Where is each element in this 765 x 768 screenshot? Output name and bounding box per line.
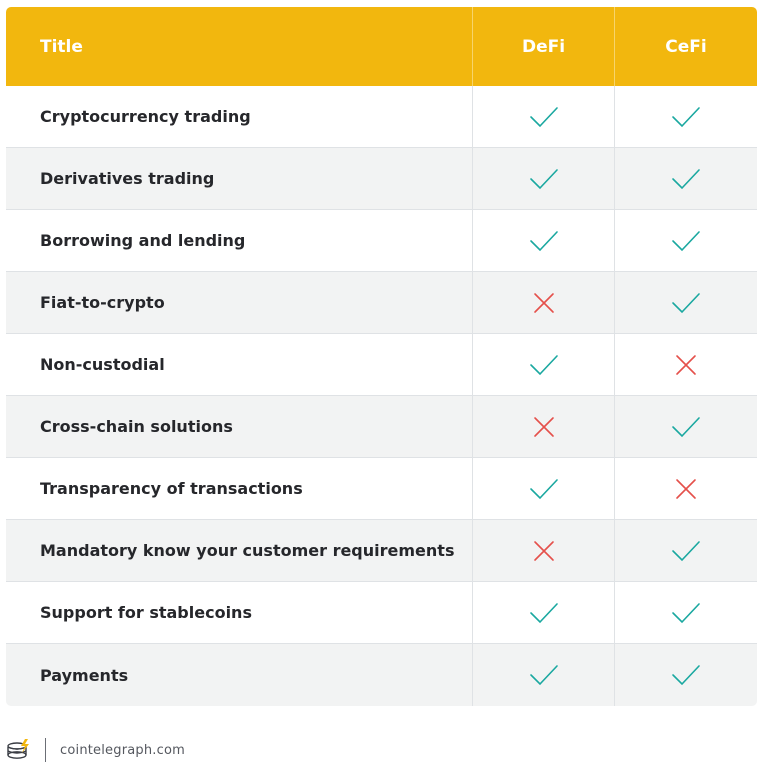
cefi-cell [614,644,757,706]
cross-icon [529,291,559,315]
check-icon [529,167,559,191]
row-label: Cross-chain solutions [40,417,233,436]
cointelegraph-logo-icon [6,737,32,763]
table-row: Transparency of transactions [6,458,757,520]
row-label: Fiat-to-crypto [40,293,165,312]
cefi-cell [614,396,757,457]
cefi-cell [614,148,757,209]
row-label: Transparency of transactions [40,479,303,498]
cefi-cell [614,272,757,333]
table-header: Title DeFi CeFi [6,7,757,86]
cross-icon [529,539,559,563]
table-row: Support for stablecoins [6,582,757,644]
check-icon [529,229,559,253]
table-row: Non-custodial [6,334,757,396]
check-icon [671,415,701,439]
defi-cell [472,582,614,643]
check-icon [671,601,701,625]
defi-cell [472,272,614,333]
table-row: Payments [6,644,757,706]
check-icon [529,477,559,501]
cefi-cell [614,458,757,519]
cefi-cell [614,582,757,643]
check-icon [529,353,559,377]
defi-cell [472,210,614,271]
table-row: Fiat-to-crypto [6,272,757,334]
check-icon [671,539,701,563]
check-icon [529,663,559,687]
check-icon [671,105,701,129]
footer: cointelegraph.com [6,737,185,763]
table-row: Cryptocurrency trading [6,86,757,148]
header-cefi: CeFi [614,7,757,86]
defi-cell [472,86,614,147]
check-icon [671,167,701,191]
check-icon [529,601,559,625]
row-label: Borrowing and lending [40,231,246,250]
row-label: Derivatives trading [40,169,215,188]
table-row: Mandatory know your customer requirement… [6,520,757,582]
comparison-table: Title DeFi CeFi Cryptocurrency trading De… [6,7,757,706]
table-row: Borrowing and lending [6,210,757,272]
cefi-cell [614,210,757,271]
cefi-cell [614,520,757,581]
header-title: Title [40,36,83,57]
defi-cell [472,520,614,581]
cross-icon [529,415,559,439]
check-icon [671,291,701,315]
table-row: Derivatives trading [6,148,757,210]
table-row: Cross-chain solutions [6,396,757,458]
defi-cell [472,458,614,519]
footer-divider [45,738,46,762]
cross-icon [671,477,701,501]
row-label: Payments [40,665,129,685]
check-icon [529,105,559,129]
defi-cell [472,148,614,209]
defi-cell [472,396,614,457]
defi-cell [472,334,614,395]
cefi-cell [614,334,757,395]
site-url: cointelegraph.com [60,742,186,758]
table-body: Cryptocurrency trading Derivatives tradin… [6,86,757,706]
cefi-cell [614,86,757,147]
row-label: Cryptocurrency trading [40,107,251,126]
cross-icon [671,353,701,377]
row-label: Mandatory know your customer requirement… [40,541,455,560]
row-label: Support for stablecoins [40,603,252,622]
row-label: Non-custodial [40,355,165,374]
check-icon [671,663,701,687]
check-icon [671,229,701,253]
header-defi: DeFi [472,7,614,86]
defi-cell [472,644,614,706]
